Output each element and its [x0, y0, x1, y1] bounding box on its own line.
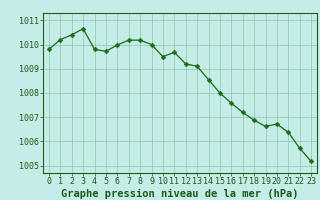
- X-axis label: Graphe pression niveau de la mer (hPa): Graphe pression niveau de la mer (hPa): [61, 189, 299, 199]
